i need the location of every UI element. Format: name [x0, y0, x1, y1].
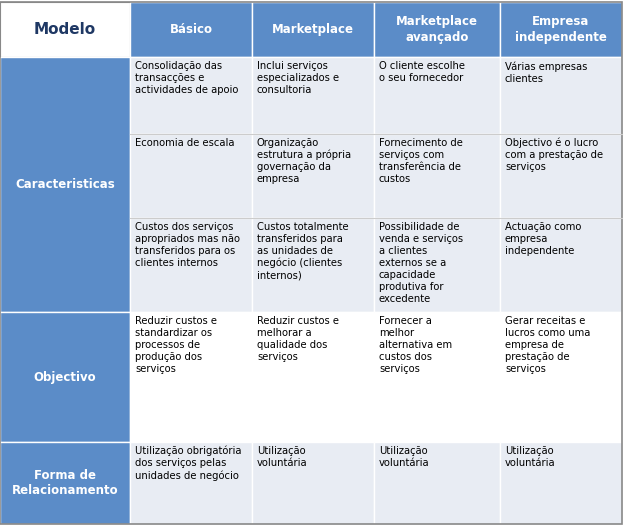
Bar: [0, 312, 130, 442]
Text: O cliente escolhe
o seu fornecedor: O cliente escolhe o seu fornecedor: [379, 61, 465, 83]
Text: Fornecimento de
serviços com
transferência de
custos: Fornecimento de serviços com transferênc…: [379, 138, 463, 183]
Text: Actuação como
empresa
independente: Actuação como empresa independente: [505, 222, 582, 256]
Bar: [374, 57, 500, 133]
Text: Gerar receitas e
lucros como uma
empresa de
prestação de
serviços: Gerar receitas e lucros como uma empresa…: [505, 316, 591, 374]
Text: Marketplace
avançado: Marketplace avançado: [396, 15, 478, 44]
Bar: [130, 312, 252, 442]
Bar: [130, 218, 252, 312]
Bar: [374, 2, 500, 57]
Bar: [252, 2, 374, 57]
Bar: [252, 133, 374, 218]
Text: Consolidação das
transacções e
actividades de apoio: Consolidação das transacções e actividad…: [135, 61, 238, 95]
Text: Economia de escala: Economia de escala: [135, 138, 234, 148]
Bar: [374, 442, 500, 524]
Text: Utilização
voluntária: Utilização voluntária: [379, 446, 430, 468]
Bar: [500, 2, 622, 57]
Text: Utilização obrigatória
dos serviços pelas
unidades de negócio: Utilização obrigatória dos serviços pela…: [135, 446, 242, 481]
Text: Várias empresas
clientes: Várias empresas clientes: [505, 61, 587, 83]
Text: Organização
estrutura a própria
governação da
empresa: Organização estrutura a própria governaç…: [257, 138, 351, 184]
Text: Objectivo: Objectivo: [33, 370, 97, 384]
Text: Inclui serviços
especializados e
consultoria: Inclui serviços especializados e consult…: [257, 61, 339, 95]
Bar: [0, 442, 130, 524]
Text: Utilização
voluntária: Utilização voluntária: [505, 446, 556, 468]
Text: Reduzir custos e
standardizar os
processos de
produção dos
serviços: Reduzir custos e standardizar os process…: [135, 316, 217, 374]
Text: Objectivo é o lucro
com a prestação de
serviços: Objectivo é o lucro com a prestação de s…: [505, 138, 603, 172]
Text: Básico: Básico: [169, 23, 213, 36]
Bar: [374, 133, 500, 218]
Bar: [130, 2, 252, 57]
Bar: [252, 57, 374, 133]
Bar: [252, 218, 374, 312]
Text: Forma de
Relacionamento: Forma de Relacionamento: [12, 469, 118, 497]
Bar: [130, 57, 252, 133]
Text: Marketplace: Marketplace: [272, 23, 354, 36]
Text: Custos totalmente
transferidos para
as unidades de
negócio (clientes
internos): Custos totalmente transferidos para as u…: [257, 222, 348, 280]
Text: Possibilidade de
venda e serviços
a clientes
externos se a
capacidade
produtiva : Possibilidade de venda e serviços a clie…: [379, 222, 463, 304]
Text: Utilização
voluntária: Utilização voluntária: [257, 446, 308, 468]
Text: Caracteristicas: Caracteristicas: [15, 178, 115, 191]
Bar: [0, 2, 130, 57]
Text: Modelo: Modelo: [34, 22, 96, 37]
Bar: [374, 312, 500, 442]
Bar: [130, 133, 252, 218]
Bar: [0, 57, 130, 312]
Bar: [500, 442, 622, 524]
Text: Custos dos serviços
apropriados mas não
transferidos para os
clientes internos: Custos dos serviços apropriados mas não …: [135, 222, 240, 268]
Bar: [130, 442, 252, 524]
Bar: [500, 312, 622, 442]
Bar: [500, 218, 622, 312]
Text: Empresa
independente: Empresa independente: [515, 15, 607, 44]
Text: Fornecer a
melhor
alternativa em
custos dos
serviços: Fornecer a melhor alternativa em custos …: [379, 316, 452, 374]
Bar: [252, 312, 374, 442]
Text: Reduzir custos e
melhorar a
qualidade dos
serviços: Reduzir custos e melhorar a qualidade do…: [257, 316, 339, 362]
Bar: [500, 57, 622, 133]
Bar: [500, 133, 622, 218]
Bar: [374, 218, 500, 312]
Bar: [252, 442, 374, 524]
